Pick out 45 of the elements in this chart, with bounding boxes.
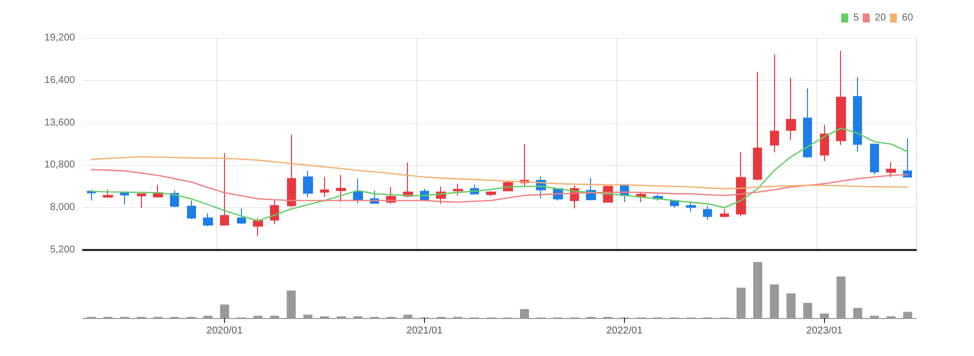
candlestick bbox=[137, 193, 146, 208]
y-tick-label: 13,600 bbox=[44, 117, 76, 128]
candlestick bbox=[287, 134, 296, 208]
candlestick bbox=[353, 178, 363, 204]
candlestick bbox=[486, 190, 496, 197]
candlestick bbox=[253, 218, 263, 236]
x-tick-label: 2023/01 bbox=[806, 326, 843, 336]
candlestick bbox=[170, 190, 179, 208]
line-series bbox=[90, 128, 908, 222]
y-tick-label: 8,000 bbox=[50, 202, 76, 214]
candlestick bbox=[720, 208, 729, 218]
candlestick bbox=[836, 50, 846, 146]
x-tick-label: 2020/01 bbox=[206, 326, 244, 336]
candlestick bbox=[270, 200, 279, 225]
line-series bbox=[90, 168, 908, 203]
legend-label: 5 bbox=[853, 12, 860, 24]
y-tick-label: 16,400 bbox=[44, 74, 76, 86]
candlestick bbox=[320, 176, 329, 198]
y-tick-label: 5,200 bbox=[50, 244, 76, 256]
legend-label: 60 bbox=[902, 12, 914, 24]
candlestick bbox=[786, 77, 796, 140]
candlestick bbox=[220, 152, 229, 226]
candlestick bbox=[336, 174, 346, 203]
candlestick bbox=[686, 202, 696, 212]
x-tick-label: 2021/01 bbox=[406, 326, 444, 336]
candlestick bbox=[770, 54, 779, 153]
candlestick bbox=[303, 170, 313, 198]
y-tick-label: 10,800 bbox=[44, 160, 76, 171]
candlestick bbox=[803, 88, 812, 158]
candlestick bbox=[853, 76, 862, 152]
candlestick bbox=[103, 188, 113, 198]
line-series bbox=[90, 156, 908, 190]
legend-label: 20 bbox=[874, 12, 886, 24]
candlestick bbox=[187, 200, 196, 220]
candlestick bbox=[203, 212, 213, 227]
candlestick bbox=[820, 124, 829, 162]
candlestick bbox=[703, 205, 712, 220]
y-tick-label: 19,200 bbox=[44, 32, 76, 44]
candlestick bbox=[753, 71, 762, 181]
x-tick-label: 2022/01 bbox=[606, 326, 643, 336]
candlestick bbox=[870, 144, 879, 175]
candlestick bbox=[237, 208, 246, 225]
candlestick bbox=[453, 183, 463, 196]
candlestick bbox=[886, 161, 896, 178]
candlestick bbox=[903, 138, 912, 178]
